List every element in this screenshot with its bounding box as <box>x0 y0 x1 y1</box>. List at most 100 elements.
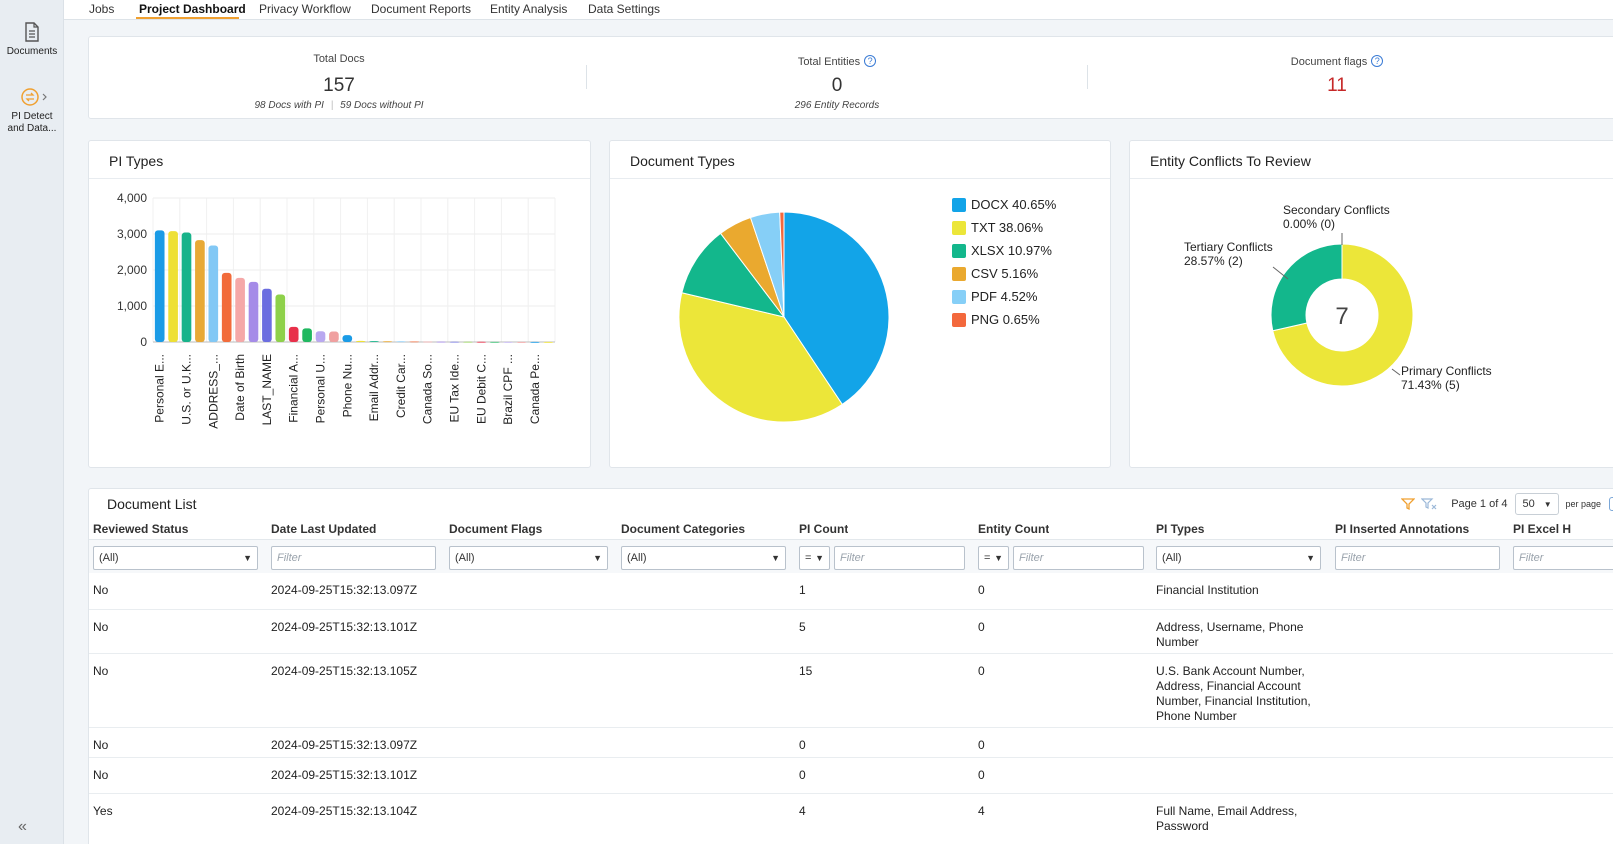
column-header[interactable]: PI Count <box>799 522 849 536</box>
entity-conflicts-panel: Entity Conflicts To Review 7 Secondary Co… <box>1129 140 1613 468</box>
legend-item[interactable]: TXT 38.06% <box>952 216 1056 239</box>
tab-data-settings[interactable]: Data Settings <box>588 2 661 16</box>
column-header[interactable]: PI Inserted Annotations <box>1335 522 1470 536</box>
pi-count-cell: 15 <box>799 664 812 679</box>
bar <box>369 341 379 342</box>
y-tick-label: 0 <box>140 335 147 349</box>
cell-text-line: 2024-09-25T15:32:13.101Z <box>271 620 418 634</box>
stat-label: Document flags? <box>1187 55 1487 68</box>
table-row[interactable]: No 2024-09-25T15:32:13.097Z 1 0 Financial In… <box>89 573 1613 610</box>
legend-label: XLSX 10.97% <box>971 243 1052 258</box>
table-row[interactable]: No 2024-09-25T15:32:13.097Z 0 0 <box>89 728 1613 758</box>
cell-text-line: Financial Institution <box>1156 583 1259 597</box>
column-header[interactable]: Date Last Updated <box>271 522 377 536</box>
legend-item[interactable]: PNG 0.65% <box>952 308 1056 331</box>
legend-label: DOCX 40.65% <box>971 197 1057 212</box>
column-header[interactable]: PI Types <box>1156 522 1205 536</box>
tab-project-dashboard[interactable]: Project Dashboard <box>139 2 246 16</box>
bar <box>516 341 527 343</box>
chevron-down-icon: ▼ <box>1306 553 1315 563</box>
document-list-title: Document List <box>107 496 197 512</box>
x-tick-label: LAST_NAME <box>260 354 274 425</box>
clear-filter-icon[interactable] <box>1421 497 1437 511</box>
bar <box>396 341 406 343</box>
cell-text-line: No <box>93 768 109 782</box>
x-tick-label: EU Tax Ide... <box>448 354 462 422</box>
filter-icon[interactable] <box>1401 497 1416 511</box>
stat-label: Total Entities? <box>687 55 987 68</box>
bar <box>154 230 165 342</box>
sidebar-item-label: Documents <box>6 46 58 57</box>
pi-types-cell: Address, Username, Phone Number <box>1156 620 1303 650</box>
x-tick-label: U.S. or U.K... <box>180 354 194 425</box>
document-list: Document List Page 1 of 4 50 ▼ per page … <box>88 488 1613 844</box>
table-row[interactable]: No 2024-09-25T15:32:13.105Z 15 0 U.S. Bank A… <box>89 654 1613 728</box>
pie-slice <box>681 232 786 318</box>
stat-value: 157 <box>323 75 355 96</box>
filter-select[interactable]: (All) ▼ <box>1156 546 1321 570</box>
bar <box>302 328 312 342</box>
y-tick-label: 4,000 <box>117 191 147 205</box>
tab-privacy-workflow[interactable]: Privacy Workflow <box>259 2 351 16</box>
stat-label: Total Docs <box>313 53 365 65</box>
per-page-select[interactable]: 50 ▼ <box>1515 493 1560 515</box>
help-icon[interactable]: ? <box>1371 55 1384 67</box>
legend-item[interactable]: DOCX 40.65% <box>952 193 1056 216</box>
chevron-down-icon: ▼ <box>994 553 1003 563</box>
filter-input[interactable]: Filter <box>834 546 965 570</box>
panel-divider <box>610 178 1110 179</box>
table-row[interactable]: Yes 2024-09-25T15:32:13.104Z 4 4 Full Name, … <box>89 794 1613 844</box>
entity-count-cell: 0 <box>978 620 985 635</box>
sidebar-item-pi-detect[interactable]: PI Detect and Data... <box>0 87 64 135</box>
legend-item[interactable]: PDF 4.52% <box>952 285 1056 308</box>
filter-select-value: = <box>805 552 812 564</box>
bar <box>422 341 433 343</box>
legend-item[interactable]: CSV 5.16% <box>952 262 1056 285</box>
tab-jobs[interactable]: Jobs <box>89 2 115 16</box>
filter-select[interactable]: = ▼ <box>799 546 830 570</box>
total-docs-stat: Total Docs 157 98 Docs with PI | 59 Docs… <box>189 37 489 120</box>
entity-count-cell: 0 <box>978 738 985 753</box>
column-header[interactable]: Document Categories <box>621 522 746 536</box>
reviewed-status-cell: No <box>93 664 108 679</box>
column-header[interactable]: PI Excel H <box>1513 522 1572 536</box>
cell-text-line: 0 <box>978 664 985 678</box>
filter-select[interactable]: (All) ▼ <box>621 546 786 570</box>
table-row[interactable]: No 2024-09-25T15:32:13.101Z 0 0 <box>89 758 1613 794</box>
x-tick-label: Phone Nu... <box>340 354 354 417</box>
column-header[interactable]: Reviewed Status <box>93 522 189 536</box>
bar <box>489 341 500 343</box>
tab-entity-analysis[interactable]: Entity Analysis <box>490 2 568 16</box>
entity-count-cell: 0 <box>978 664 985 679</box>
reviewed-status-cell: No <box>93 768 108 783</box>
filter-select[interactable]: (All) ▼ <box>449 546 608 570</box>
legend-item[interactable]: XLSX 10.97% <box>952 239 1056 262</box>
sidebar: Documents PI Detect and Data... « <box>0 0 64 844</box>
pi-types-cell: Full Name, Email Address, Password <box>1156 804 1297 834</box>
collapse-sidebar-icon[interactable]: « <box>18 818 27 835</box>
column-header[interactable]: Entity Count <box>978 522 1050 536</box>
filter-select-value: (All) <box>99 552 119 564</box>
help-icon[interactable]: ? <box>864 55 877 67</box>
filter-input[interactable]: Filter <box>271 546 436 570</box>
filter-input[interactable]: Filter <box>1335 546 1500 570</box>
pi-count-cell: 0 <box>799 738 806 753</box>
filter-select[interactable]: = ▼ <box>978 546 1009 570</box>
prev-page-button[interactable]: < <box>1609 497 1613 511</box>
x-tick-label: Credit Car... <box>394 354 408 418</box>
pi-types-panel: PI Types 0 1,000 2,000 3,000 4,000 Personal E… <box>88 140 591 468</box>
per-page-value: 50 <box>1522 498 1535 510</box>
cell-text-line: 0 <box>799 738 806 752</box>
table-row[interactable]: No 2024-09-25T15:32:13.101Z 5 0 Address, Use… <box>89 610 1613 654</box>
bar <box>181 232 192 342</box>
bar <box>503 341 513 343</box>
bar <box>288 326 299 342</box>
sidebar-item-documents[interactable]: Documents <box>0 22 64 58</box>
column-header[interactable]: Document Flags <box>449 522 543 536</box>
filter-select[interactable]: (All) ▼ <box>93 546 258 570</box>
tab-document-reports[interactable]: Document Reports <box>371 2 472 16</box>
bar <box>248 281 259 342</box>
chevron-down-icon: ▼ <box>1543 500 1552 509</box>
filter-input[interactable]: Filter <box>1513 546 1613 570</box>
filter-input[interactable]: Filter <box>1013 546 1144 570</box>
